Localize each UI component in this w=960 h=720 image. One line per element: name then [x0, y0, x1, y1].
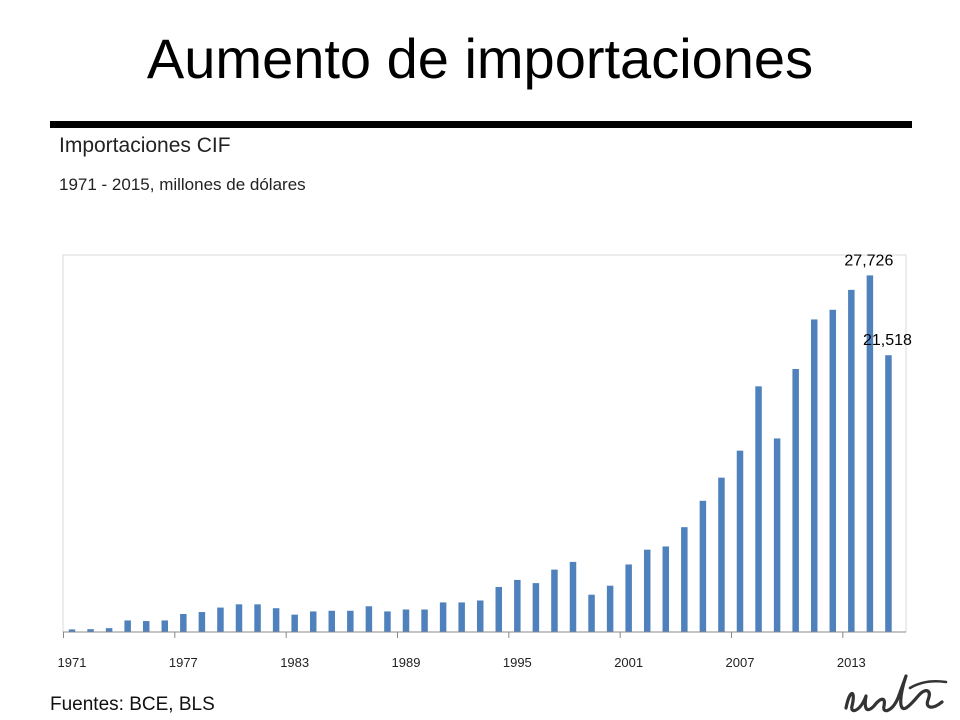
chart-title: Importaciones CIF [59, 134, 231, 157]
bar-2002 [643, 549, 651, 632]
bar-2000 [606, 585, 614, 632]
data-label-2015: 21,518 [863, 332, 912, 349]
bar-1989 [402, 609, 410, 632]
bar-2005 [699, 500, 707, 632]
x-tick-label: 1989 [392, 655, 421, 670]
bar-2001 [625, 564, 632, 632]
bar-2011 [810, 319, 818, 632]
bar-2012 [829, 309, 837, 632]
x-tick-label: 2001 [614, 655, 643, 670]
x-tick-label: 2007 [726, 655, 755, 670]
title-underline [50, 121, 912, 128]
bar-1987 [365, 606, 373, 632]
bar-1972 [87, 629, 94, 632]
bar-1986 [347, 610, 354, 632]
source-note: Fuentes: BCE, BLS [50, 694, 215, 715]
bar-1991 [439, 602, 447, 632]
bar-1997 [551, 569, 558, 632]
chart-subtitle: 1971 - 2015, millones de dólares [59, 175, 306, 194]
bar-2014 [866, 275, 874, 632]
bar-1992 [458, 602, 465, 632]
bar-1980 [235, 604, 243, 632]
bar-1995 [514, 579, 521, 632]
bar-2008 [755, 386, 762, 632]
bar-2013 [848, 289, 855, 632]
bar-1977 [180, 613, 187, 632]
x-tick-label: 1971 [58, 655, 87, 670]
bar-2009 [773, 438, 781, 632]
bar-1973 [105, 628, 113, 632]
bar-2010 [792, 368, 799, 632]
bar-1976 [161, 620, 169, 632]
page-title: Aumento de importaciones [146, 27, 814, 90]
bar-1985 [328, 610, 336, 632]
bar-1981 [254, 604, 261, 632]
bar-1984 [309, 611, 317, 632]
bar-1978 [198, 612, 206, 632]
x-tick-label: 1977 [169, 655, 198, 670]
udla-logo-icon [844, 674, 948, 713]
x-tick-label: 2013 [837, 655, 866, 670]
bar-1983 [291, 614, 298, 632]
bar-1974 [124, 620, 131, 632]
bar-2006 [718, 477, 725, 632]
bar-1990 [421, 609, 428, 632]
data-label-2014: 27,726 [844, 252, 893, 269]
bar-1998 [569, 561, 577, 632]
bar-1999 [588, 594, 595, 632]
x-tick-label: 1995 [503, 655, 532, 670]
bar-2007 [736, 450, 744, 632]
bar-1994 [495, 586, 503, 632]
bar-2004 [681, 527, 688, 632]
x-tick-label: 1983 [280, 655, 309, 670]
bar-1993 [476, 600, 484, 632]
bar-1988 [384, 611, 391, 632]
bar-1982 [272, 608, 280, 632]
bar-1975 [142, 621, 150, 632]
bar-1979 [217, 607, 224, 632]
bar-1971 [68, 629, 76, 632]
bar-1996 [532, 583, 540, 632]
bar-2015 [885, 355, 892, 632]
bar-2003 [662, 546, 670, 632]
